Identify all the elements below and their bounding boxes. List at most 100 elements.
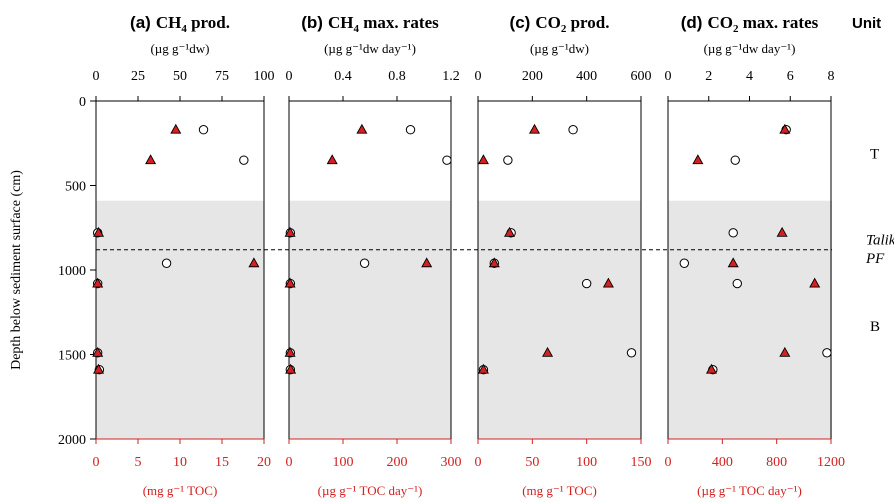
top-unit-label: (µg g⁻¹dw) <box>150 41 209 56</box>
bottom-tick-label: 100 <box>333 455 354 470</box>
bottom-tick-label: 0 <box>286 455 293 470</box>
bottom-tick-label: 100 <box>576 455 597 470</box>
data-point-circle <box>626 348 637 358</box>
top-tick-label: 0 <box>475 69 482 84</box>
top-unit-label: (µg g⁻¹dw day⁻¹) <box>324 41 416 56</box>
panel-title-rest: prod. <box>187 13 230 32</box>
data-point-circle <box>161 258 172 268</box>
panel-gap <box>641 199 668 440</box>
data-point-triangle <box>284 277 296 288</box>
data-point-triangle <box>809 277 821 288</box>
panel-3: 0 200 400 600 0 50 100 150 (c) CO2 prod. (µg g⁻¹dw… <box>475 13 652 498</box>
data-point-triangle <box>503 226 516 237</box>
bottom-tick-label: 50 <box>525 455 539 470</box>
data-point-circle <box>503 155 513 165</box>
data-point-circle <box>679 258 689 268</box>
bottom-tick-label: 20 <box>257 455 271 470</box>
bottom-tick-label: 200 <box>387 455 408 470</box>
data-point-triangle <box>248 257 260 268</box>
panel-gap <box>264 199 289 440</box>
data-point-triangle <box>528 123 541 134</box>
panel-2: 0 0.4 0.8 1.2 0 100 200 300 (b) CH4 max. rates (µg… <box>284 13 462 498</box>
panel-title-subscript: 4 <box>353 23 359 35</box>
panel-title-rest: max. rates <box>359 13 439 32</box>
data-point-triangle <box>488 257 500 268</box>
data-point-triangle <box>779 123 791 134</box>
data-point-triangle <box>727 257 739 268</box>
data-point-circle <box>359 258 370 268</box>
top-unit-label: (µg g⁻¹dw day⁻¹) <box>704 41 796 56</box>
data-point-triangle <box>542 346 554 357</box>
unit-label: Talik <box>866 233 894 249</box>
data-point-circle <box>822 348 832 358</box>
y-tick-label: 500 <box>65 180 86 195</box>
top-tick-label: 400 <box>576 69 597 84</box>
top-tick-label: 1.2 <box>442 69 460 84</box>
panel-title: (a) CH4 prod. <box>130 13 230 35</box>
data-point-circle <box>568 125 578 135</box>
top-unit-label: (µg g⁻¹dw) <box>530 41 589 56</box>
bottom-tick-label: 300 <box>441 455 462 470</box>
panel-title-main: CO <box>535 13 561 32</box>
bottom-unit-label: (µg g⁻¹ TOC day⁻¹) <box>318 483 423 498</box>
top-tick-label: 100 <box>254 69 275 84</box>
data-point-circle <box>732 278 742 289</box>
unit-label: T <box>870 146 879 162</box>
bottom-tick-label: 400 <box>712 455 733 470</box>
top-tick-label: 75 <box>215 69 229 84</box>
panel-title: (b) CH4 max. rates <box>301 13 439 35</box>
data-point-triangle <box>93 363 105 374</box>
data-point-triangle <box>356 123 368 134</box>
unit-label: B <box>870 319 880 335</box>
top-tick-label: 0 <box>286 69 293 84</box>
y-axis: 0 500 1000 1500 2000 <box>58 95 97 448</box>
data-point-circle <box>239 155 249 165</box>
panel-letter: (a) <box>130 13 151 32</box>
unit-label: PF <box>865 251 885 267</box>
y-tick-label: 2000 <box>58 433 86 448</box>
bottom-unit-label: (mg g⁻¹ TOC) <box>143 483 218 498</box>
panel-title-rest: max. rates <box>738 13 818 32</box>
bottom-tick-label: 0 <box>93 455 100 470</box>
top-tick-label: 0 <box>665 69 672 84</box>
bottom-tick-label: 5 <box>135 455 142 470</box>
panel-letter: (d) <box>681 13 703 32</box>
data-point-circle <box>581 278 592 289</box>
top-tick-label: 25 <box>131 69 145 84</box>
panel-gap <box>0 199 96 440</box>
bottom-tick-label: 150 <box>631 455 652 470</box>
data-point-triangle <box>602 277 614 288</box>
shaded-zone <box>0 200 832 439</box>
data-point-triangle <box>284 346 296 357</box>
data-point-triangle <box>421 257 433 268</box>
top-tick-label: 50 <box>173 69 187 84</box>
panel-title-main: CH <box>156 13 182 32</box>
top-tick-label: 0.8 <box>388 69 406 84</box>
bottom-tick-label: 10 <box>173 455 187 470</box>
top-tick-label: 2 <box>705 69 712 84</box>
y-tick-label: 1500 <box>58 349 86 364</box>
data-point-circle <box>728 228 738 238</box>
bottom-tick-label: 1200 <box>817 455 845 470</box>
panel-letter: (c) <box>510 13 531 32</box>
panel-title-main: CH <box>328 13 354 32</box>
panel-title: (d) CO2 max. rates <box>681 13 819 35</box>
bottom-tick-label: 0 <box>475 455 482 470</box>
data-point-circle <box>730 155 740 165</box>
y-tick-label: 1000 <box>58 264 86 279</box>
data-point-circle <box>198 125 209 135</box>
bottom-unit-label: (mg g⁻¹ TOC) <box>522 483 597 498</box>
top-tick-label: 8 <box>828 69 835 84</box>
y-tick-label: 0 <box>79 95 86 110</box>
data-point-triangle <box>779 346 791 357</box>
bottom-tick-label: 800 <box>766 455 787 470</box>
top-tick-label: 4 <box>746 69 753 84</box>
panel-1: 0 25 50 75 100 0 5 10 15 20 (a) CH4 prod. (µg g⁻¹dw)… <box>92 13 275 498</box>
panel-title-main: CO <box>707 13 733 32</box>
panel-title-subscript: 4 <box>181 23 187 35</box>
data-point-triangle <box>93 226 105 237</box>
data-point-triangle <box>692 154 704 165</box>
data-point-triangle <box>92 346 104 357</box>
data-point-triangle <box>776 226 788 237</box>
